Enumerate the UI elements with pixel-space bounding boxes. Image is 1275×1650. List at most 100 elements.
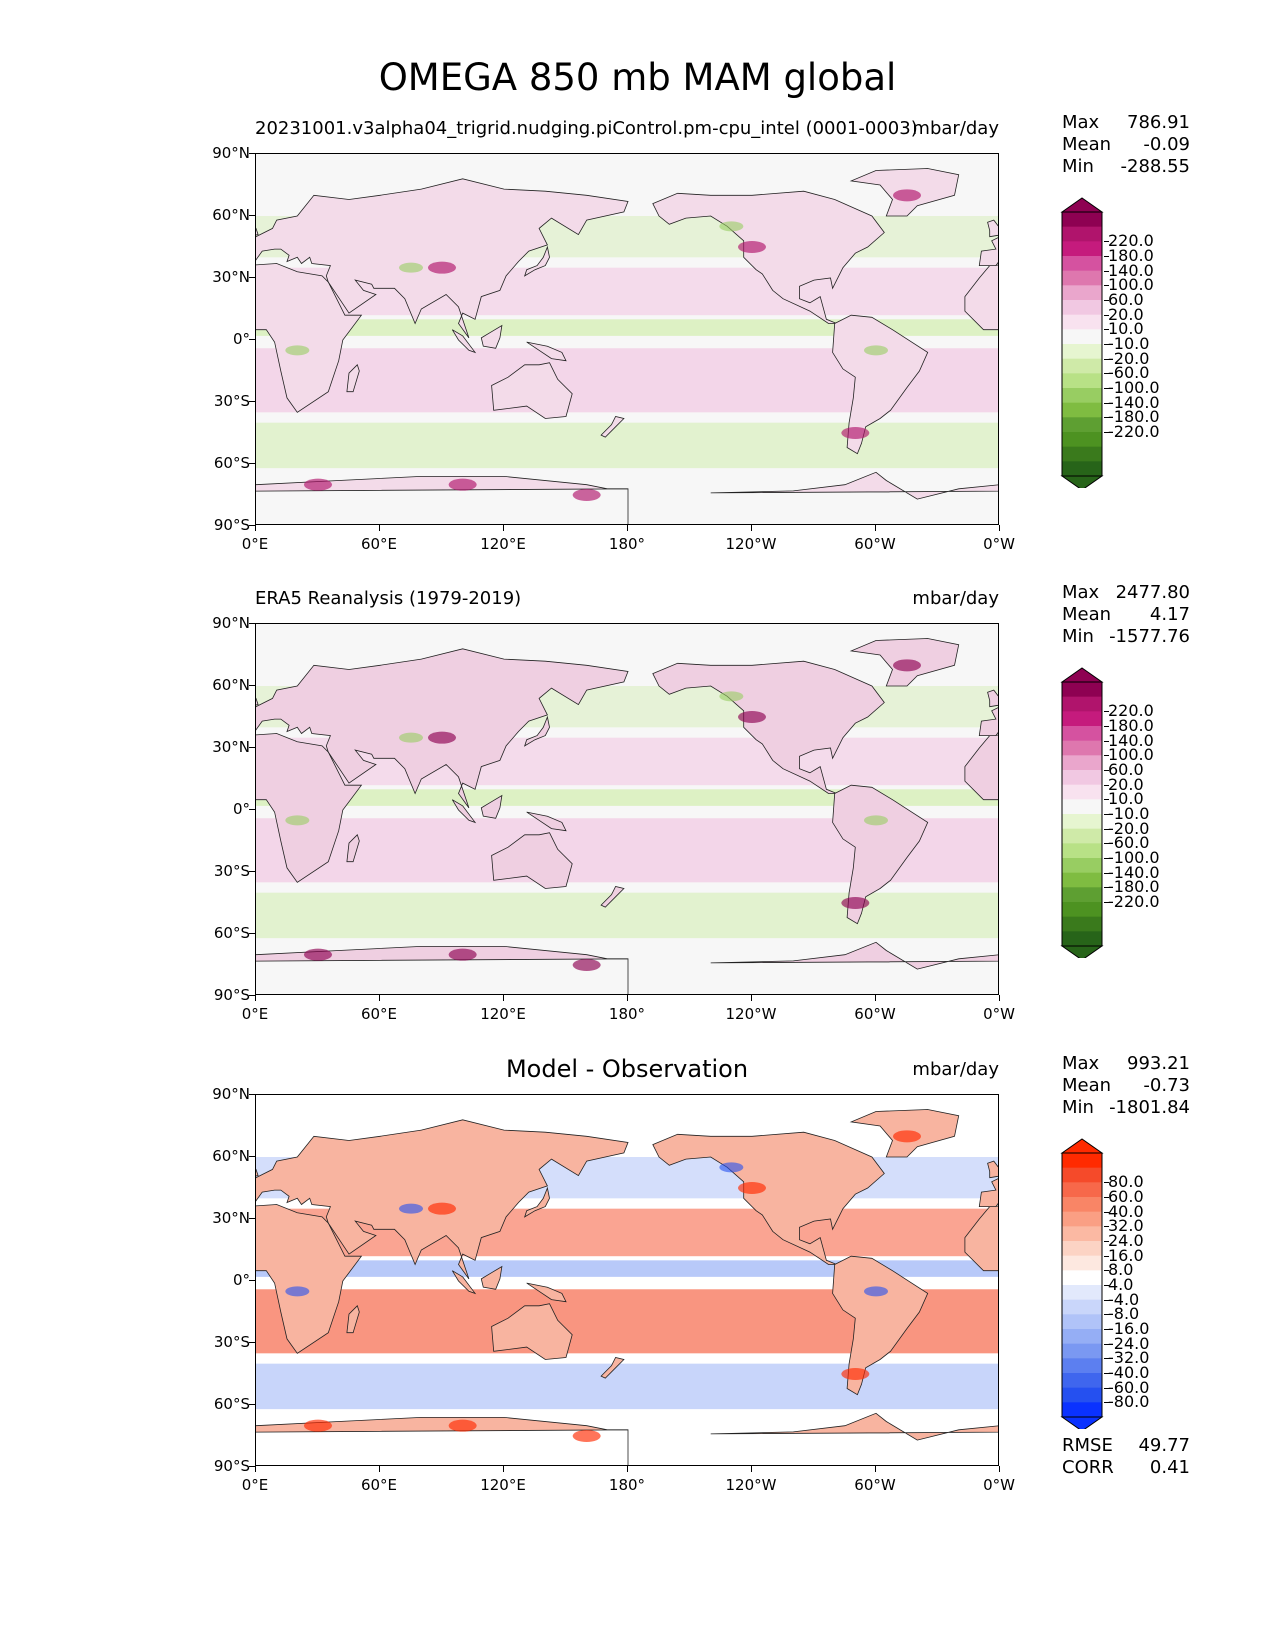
colorbar-swatch	[1062, 1167, 1102, 1183]
x-tick-mark	[503, 525, 504, 531]
x-tick-label: 120°W	[725, 1476, 777, 1494]
strong-positive-feature	[448, 1419, 477, 1432]
y-tick-mark	[249, 1156, 255, 1157]
map-plot-area[interactable]	[255, 1094, 999, 1466]
strong-positive-feature	[428, 1202, 456, 1215]
colorbar-swatch	[1062, 858, 1102, 874]
units-label: mbar/day	[912, 588, 999, 609]
colorbar-tick-mark	[1104, 1387, 1109, 1389]
colorbar-tick-mark	[1104, 1343, 1109, 1345]
colorbar-swatch	[1062, 1285, 1102, 1301]
x-tick-label: 0°E	[241, 535, 269, 553]
colorbar-extend-max	[1060, 197, 1104, 213]
colorbar-swatch	[1062, 432, 1102, 448]
landmass-antarctica	[256, 945, 629, 994]
colorbar-tick-label: -20.0	[1108, 348, 1150, 368]
strong-positive-feature	[738, 1182, 766, 1194]
stat-value: -1801.84	[1109, 1097, 1190, 1118]
y-tick-mark	[249, 463, 255, 464]
colorbar-tick-mark	[1104, 1197, 1109, 1198]
x-tick-mark	[379, 1466, 380, 1472]
x-tick-mark	[751, 525, 752, 531]
colorbar-tick-label: -20.0	[1108, 818, 1150, 838]
colorbar-tick-mark	[1104, 872, 1109, 874]
landmass-eurasia	[978, 1178, 998, 1207]
x-tick-mark	[503, 1466, 504, 1472]
landmass-uk	[987, 219, 998, 238]
colorbar-swatch	[1062, 1211, 1102, 1227]
landmass-sumatra	[451, 1270, 477, 1295]
y-tick-label: 60°N	[212, 1147, 250, 1165]
x-tick-label: 180°	[608, 1476, 646, 1494]
y-tick-mark	[249, 623, 255, 624]
y-tick-mark	[249, 401, 255, 402]
colorbar-swatch	[1062, 696, 1102, 712]
x-tick-mark	[751, 1466, 752, 1472]
landmass-antarctica	[710, 1412, 998, 1441]
stats-block: Max 2477.80 Mean 4.17 Min -1577.76	[1062, 582, 1190, 648]
stat-name: Max	[1062, 1053, 1100, 1074]
colorbar-tick-mark	[1104, 1211, 1109, 1213]
stat-value: 4.17	[1149, 604, 1190, 625]
strong-positive-feature	[841, 897, 870, 909]
colorbar-swatch	[1062, 1270, 1102, 1286]
strong-negative-feature	[719, 691, 744, 702]
y-tick-label: 90°S	[213, 986, 250, 1004]
colorbar-tick-label: 100.0	[1108, 745, 1154, 765]
strong-positive-feature	[738, 241, 766, 253]
strong-positive-feature	[448, 478, 477, 491]
landmass-madagascar	[346, 1305, 360, 1334]
colorbar-swatch	[1062, 314, 1102, 330]
colorbar-swatch	[1062, 1153, 1102, 1169]
stat-value: 2477.80	[1115, 582, 1190, 603]
colorbar-tick-mark	[1104, 755, 1109, 757]
colorbar-swatch	[1062, 902, 1102, 918]
y-tick-mark	[249, 747, 255, 748]
colorbar-swatch	[1062, 740, 1102, 756]
colorbar-swatch	[1062, 358, 1102, 374]
landmass-eurasia	[978, 707, 998, 736]
landmass-uk	[987, 1160, 998, 1179]
y-tick-label: 60°S	[213, 454, 250, 472]
map-plot-area[interactable]	[255, 623, 999, 995]
x-tick-mark	[875, 1466, 876, 1472]
strong-positive-feature	[893, 659, 921, 672]
colorbar-tick-mark	[1104, 314, 1109, 316]
colorbar-tick-label: 140.0	[1108, 260, 1154, 280]
colorbar-extend-min	[1060, 475, 1104, 491]
colorbar-tick-label: -180.0	[1108, 877, 1160, 897]
stat-name: CORR	[1062, 1457, 1114, 1478]
colorbar-tick-label: 180.0	[1108, 716, 1154, 735]
colorbar-tick-label: -140.0	[1108, 392, 1160, 412]
colorbar-tick-label: 40.0	[1108, 1201, 1144, 1221]
map-plot-area[interactable]	[255, 153, 999, 525]
colorbar-tick-mark	[1104, 300, 1109, 301]
stats-block: Max 993.21 Mean -0.73 Min -1801.84	[1062, 1053, 1190, 1119]
landmass-borneo	[480, 794, 503, 819]
colorbar-extend-max	[1060, 1138, 1104, 1154]
x-tick-label: 60°W	[854, 1476, 896, 1494]
stat-value: -0.09	[1143, 134, 1190, 155]
landmass-antarctica	[256, 475, 629, 524]
strong-negative-feature	[285, 815, 310, 826]
colorbar-tick-mark	[1104, 1270, 1109, 1272]
stat-name: Min	[1062, 626, 1094, 647]
y-tick-mark	[249, 1094, 255, 1095]
y-tick-mark	[249, 933, 255, 934]
stat-name: Mean	[1062, 604, 1112, 625]
colorbar-swatch	[1062, 872, 1102, 888]
colorbar-swatch	[1062, 461, 1102, 477]
x-tick-mark	[999, 995, 1000, 1001]
x-tick-label: 0°E	[241, 1005, 269, 1023]
y-tick-label: 60°N	[212, 206, 250, 224]
colorbar-tick-label: 8.0	[1108, 1260, 1134, 1280]
colorbar-wrapper	[1060, 196, 1108, 492]
colorbar-tick-label: 32.0	[1108, 1216, 1144, 1236]
y-tick-label: 60°N	[212, 676, 250, 694]
strong-negative-feature	[719, 221, 744, 232]
y-tick-label: 30°S	[213, 1333, 250, 1351]
y-tick-label: 90°S	[213, 516, 250, 534]
colorbar-tick-label: -24.0	[1108, 1333, 1150, 1353]
stat-name: Mean	[1062, 134, 1112, 155]
colorbar-tick-label: 10.0	[1108, 319, 1144, 339]
